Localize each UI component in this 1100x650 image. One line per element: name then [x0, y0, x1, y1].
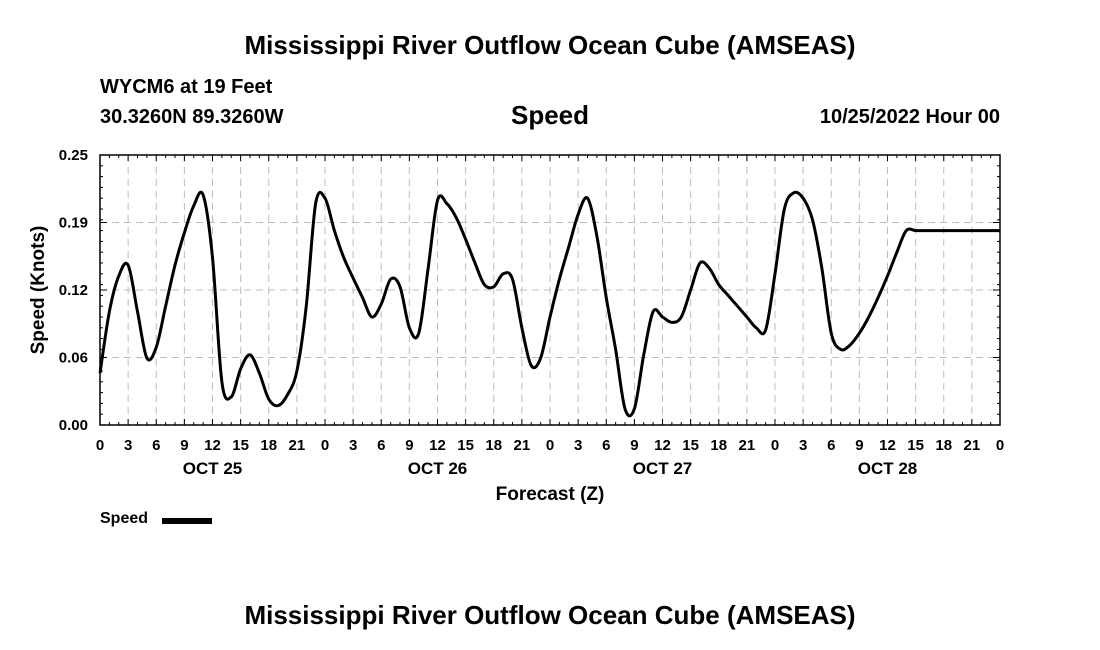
- x-tick-label: 0: [771, 437, 779, 454]
- variable-label: Speed: [510, 100, 590, 130]
- plot-frame: [99, 154, 1001, 426]
- x-tick-label: 9: [855, 437, 863, 454]
- legend-label: Speed: [100, 510, 149, 527]
- x-tick-label: 21: [739, 437, 756, 454]
- x-tick-label: 3: [574, 437, 582, 454]
- x-tick-label: 18: [710, 437, 727, 454]
- x-tick-label: 0: [321, 437, 329, 454]
- x-tick-label: 21: [964, 437, 981, 454]
- x-tick-label: 9: [180, 437, 188, 454]
- x-tick-label: 6: [827, 437, 835, 454]
- x-tick-label: 3: [349, 437, 357, 454]
- date-label: OCT 28: [858, 459, 918, 478]
- x-tick-label: 12: [654, 437, 671, 454]
- x-tick-label: 9: [405, 437, 413, 454]
- station-label: WYCM6 at 19 Feet: [100, 76, 273, 98]
- y-tick-label: 0.25: [59, 147, 88, 164]
- y-tick-label: 0.12: [59, 282, 88, 299]
- x-tick-label: 12: [204, 437, 221, 454]
- date-label: OCT 25: [183, 459, 243, 478]
- x-tick-label: 21: [514, 437, 531, 454]
- x-tick-label: 18: [485, 437, 502, 454]
- series-speed-line: [98, 190, 1000, 418]
- x-tick-label: 0: [996, 437, 1004, 454]
- x-axis-label: Forecast (Z): [496, 484, 605, 505]
- y-tick-label: 0.00: [59, 417, 88, 434]
- y-tick-label: 0.06: [59, 350, 88, 367]
- x-tick-label: 18: [260, 437, 277, 454]
- footer-title: Mississippi River Outflow Ocean Cube (AM…: [244, 600, 856, 630]
- x-tick-label: 15: [457, 437, 474, 454]
- legend-swatch: [162, 518, 212, 524]
- x-tick-label: 0: [546, 437, 554, 454]
- date-label: OCT 27: [633, 459, 693, 478]
- x-tick-label: 15: [232, 437, 249, 454]
- x-tick-label: 21: [289, 437, 306, 454]
- y-tick-label: 0.19: [59, 215, 88, 232]
- x-tick-label: 6: [152, 437, 160, 454]
- x-tick-label: 3: [799, 437, 807, 454]
- x-tick-label: 3: [124, 437, 132, 454]
- date-label: OCT 26: [408, 459, 468, 478]
- x-tick-label: 12: [429, 437, 446, 454]
- coordinates-label: 30.3260N 89.3260W: [100, 106, 284, 128]
- x-tick-label: 18: [935, 437, 952, 454]
- chart-title: Mississippi River Outflow Ocean Cube (AM…: [244, 30, 856, 60]
- y-axis-label: Speed (Knots): [28, 226, 49, 355]
- x-tick-label: 6: [377, 437, 385, 454]
- x-tick-label: 12: [879, 437, 896, 454]
- speed-chart: 0 3 6 9 12 15 18 21 0 3 6 9 12 15 18 21 0 3 6 9 12 15 18 21 0 3 6 9…: [28, 147, 1004, 505]
- datetime-label: 10/25/2022 Hour 00: [819, 106, 1000, 128]
- x-tick-label: 6: [602, 437, 610, 454]
- x-tick-label: 9: [630, 437, 638, 454]
- x-tick-label: 0: [96, 437, 104, 454]
- x-tick-label: 15: [907, 437, 924, 454]
- x-tick-label: 15: [682, 437, 699, 454]
